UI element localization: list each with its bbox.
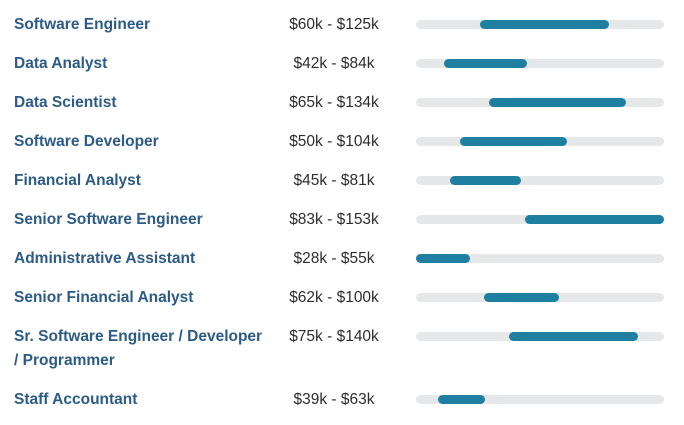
salary-range: $28k - $55k — [293, 250, 375, 267]
job-title-link[interactable]: Software Engineer — [14, 16, 151, 33]
salary-range-track — [416, 98, 664, 107]
job-title-link[interactable]: Staff Accountant — [14, 391, 138, 408]
salary-range-bar — [509, 332, 639, 341]
salary-range-bar — [437, 395, 486, 404]
salary-range-bar — [479, 20, 609, 29]
salary-range-track — [416, 176, 664, 185]
salary-range-bar — [483, 293, 559, 302]
salary-range-bar — [489, 98, 627, 107]
salary-range-track — [416, 293, 664, 302]
salary-range: $42k - $84k — [293, 55, 375, 72]
salary-range: $50k - $104k — [289, 133, 379, 150]
salary-range-track — [416, 254, 664, 263]
job-title-link[interactable]: Data Scientist — [14, 94, 117, 111]
salary-range-bar — [459, 137, 567, 146]
salary-range: $83k - $153k — [289, 211, 379, 228]
salary-range-track — [416, 20, 664, 29]
job-title-link[interactable]: Sr. Software Engineer / Developer / Prog… — [14, 328, 263, 369]
salary-range: $60k - $125k — [289, 16, 379, 33]
salary-range-bar — [443, 59, 528, 68]
salary-range-track — [416, 332, 664, 341]
salary-range: $62k - $100k — [289, 289, 379, 306]
job-title-link[interactable]: Senior Software Engineer — [14, 211, 203, 228]
salary-range: $39k - $63k — [293, 391, 375, 408]
salary-range-track — [416, 59, 664, 68]
job-title-link[interactable]: Financial Analyst — [14, 172, 141, 189]
job-title-link[interactable]: Software Developer — [14, 133, 159, 150]
salary-range-track — [416, 395, 664, 404]
salary-range-track — [416, 215, 664, 224]
job-title-link[interactable]: Senior Financial Analyst — [14, 289, 194, 306]
salary-range: $75k - $140k — [289, 328, 379, 345]
salary-range: $65k - $134k — [289, 94, 379, 111]
salary-range-track — [416, 137, 664, 146]
job-title-link[interactable]: Data Analyst — [14, 55, 108, 72]
salary-range-bar — [449, 176, 522, 185]
salary-range-bar — [416, 254, 470, 263]
job-title-link[interactable]: Administrative Assistant — [14, 250, 196, 267]
salary-range: $45k - $81k — [293, 172, 375, 189]
salary-range-bar — [525, 215, 664, 224]
